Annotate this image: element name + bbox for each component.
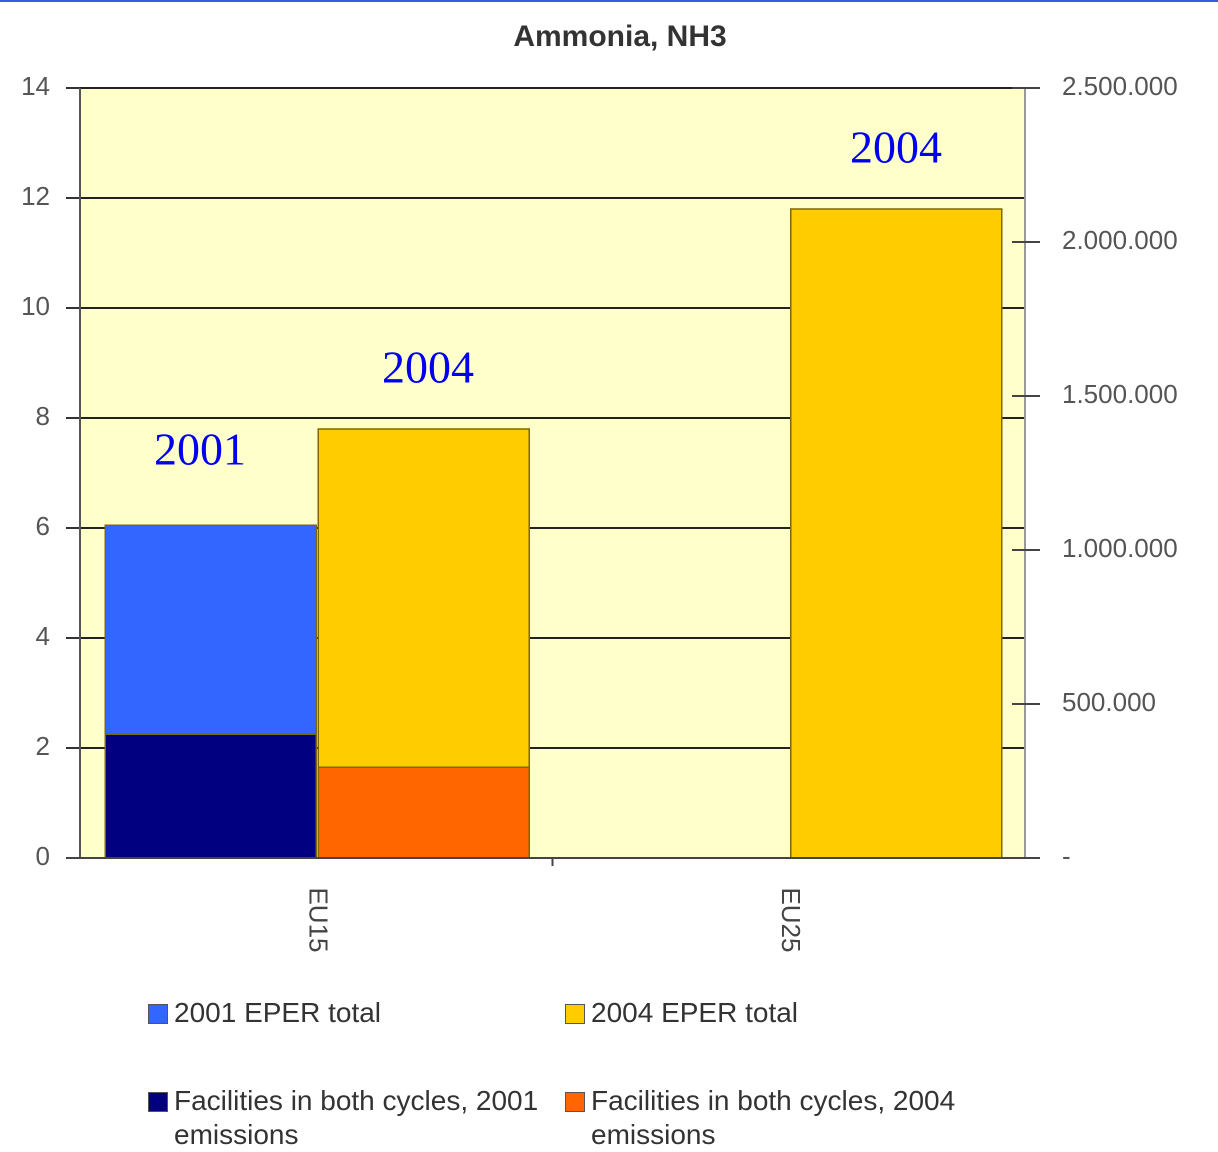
y2-tick-label: 500.000 (1062, 687, 1156, 717)
annotation: 2001 (154, 424, 246, 475)
annotation: 2004 (382, 342, 474, 393)
legend-label: 2004 EPER total (591, 997, 799, 1028)
legend-label: Facilities in both cycles, 2004 emission… (591, 1085, 956, 1150)
annotation: 2004 (850, 122, 942, 173)
bar (790, 208, 1003, 859)
legend-swatch (148, 1004, 168, 1024)
legend-swatch (148, 1092, 168, 1112)
legend-swatch (565, 1004, 585, 1024)
chart-title: Ammonia, NH3 (513, 20, 726, 53)
legend-item: Facilities in both cycles, 2001 emission… (148, 1084, 548, 1152)
bar (104, 733, 317, 859)
y2-tick-label: - (1062, 841, 1071, 871)
y-tick-label: 2 (36, 731, 50, 761)
legend-label: 2001 EPER total (174, 997, 382, 1028)
bar (317, 766, 530, 859)
y-tick-label: 12 (21, 181, 50, 211)
y-tick-label: 6 (36, 511, 50, 541)
y-tick-label: 8 (36, 401, 50, 431)
x-tick-label: EU15 (303, 887, 333, 952)
legend-item: 2004 EPER total (565, 996, 965, 1030)
y2-tick-label: 2.500.000 (1062, 71, 1178, 101)
y-tick-label: 4 (36, 621, 50, 651)
y2-tick-label: 1.000.000 (1062, 533, 1178, 563)
legend-item: 2001 EPER total (148, 996, 548, 1030)
x-tick-label: EU25 (776, 887, 806, 952)
y-tick-label: 0 (36, 841, 50, 871)
legend-swatch (565, 1092, 585, 1112)
y-tick-label: 14 (21, 71, 50, 101)
y-tick-label: 10 (21, 291, 50, 321)
legend-label: Facilities in both cycles, 2001 emission… (174, 1085, 539, 1150)
y2-tick-label: 2.000.000 (1062, 225, 1178, 255)
legend-item: Facilities in both cycles, 2004 emission… (565, 1084, 965, 1152)
y2-tick-label: 1.500.000 (1062, 379, 1178, 409)
